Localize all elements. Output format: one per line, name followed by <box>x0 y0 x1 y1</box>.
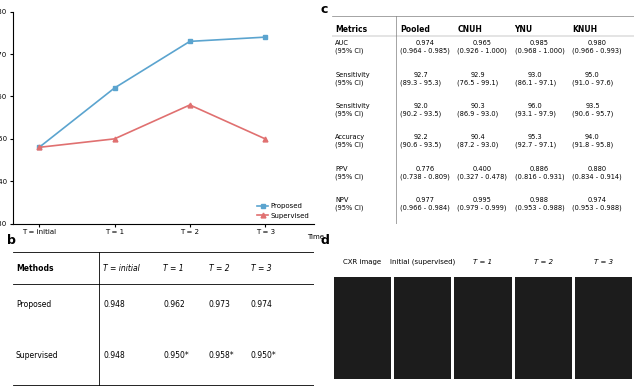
Text: T = 2: T = 2 <box>209 264 229 273</box>
Bar <box>394 277 451 379</box>
Text: 90.4
(87.2 - 93.0): 90.4 (87.2 - 93.0) <box>458 135 499 149</box>
Text: 94.0
(91.8 - 95.8): 94.0 (91.8 - 95.8) <box>572 135 613 149</box>
Bar <box>515 277 572 379</box>
Supervised <box>261 136 269 141</box>
Text: KNUH: KNUH <box>572 25 597 34</box>
Text: 0.965
(0.926 - 1.000): 0.965 (0.926 - 1.000) <box>458 40 507 54</box>
Text: 93.5
(90.6 - 95.7): 93.5 (90.6 - 95.7) <box>572 103 613 117</box>
Bar <box>575 277 632 379</box>
Text: AUC
(95% CI): AUC (95% CI) <box>335 40 364 54</box>
Line: Proposed: Proposed <box>36 35 268 150</box>
Text: 0.948: 0.948 <box>103 300 125 308</box>
Text: 0.400
(0.327 - 0.478): 0.400 (0.327 - 0.478) <box>458 166 508 180</box>
Text: T = 3: T = 3 <box>594 259 613 265</box>
Text: 0.958*: 0.958* <box>209 351 234 360</box>
Text: Proposed: Proposed <box>16 300 51 308</box>
Text: 90.3
(86.9 - 93.0): 90.3 (86.9 - 93.0) <box>458 103 499 117</box>
Supervised <box>111 136 118 141</box>
Text: 92.0
(90.2 - 93.5): 92.0 (90.2 - 93.5) <box>400 103 442 117</box>
Text: CXR image: CXR image <box>343 259 381 265</box>
Text: 0.973: 0.973 <box>209 300 230 308</box>
Text: T = 1: T = 1 <box>474 259 493 265</box>
Text: NPV
(95% CI): NPV (95% CI) <box>335 197 364 211</box>
Text: c: c <box>320 3 328 16</box>
Proposed <box>111 86 118 90</box>
Proposed <box>261 35 269 39</box>
Text: 0.950*: 0.950* <box>251 351 276 360</box>
Text: CNUH: CNUH <box>458 25 482 34</box>
Text: Sensitivity
(95% CI): Sensitivity (95% CI) <box>335 103 370 117</box>
Text: 0.974
(0.953 - 0.988): 0.974 (0.953 - 0.988) <box>572 197 621 211</box>
Text: 0.962: 0.962 <box>163 300 185 308</box>
Text: 0.948: 0.948 <box>103 351 125 360</box>
Proposed <box>186 39 194 44</box>
Legend: Proposed, Supervised: Proposed, Supervised <box>256 202 310 220</box>
Text: 92.2
(90.6 - 93.5): 92.2 (90.6 - 93.5) <box>400 135 442 149</box>
Text: 0.995
(0.979 - 0.999): 0.995 (0.979 - 0.999) <box>458 197 507 211</box>
Text: T = 2: T = 2 <box>534 259 553 265</box>
Bar <box>333 277 391 379</box>
Text: 93.0
(86.1 - 97.1): 93.0 (86.1 - 97.1) <box>515 72 556 86</box>
Text: 0.980
(0.966 - 0.993): 0.980 (0.966 - 0.993) <box>572 40 621 54</box>
Text: b: b <box>7 234 15 246</box>
Text: 95.0
(91.0 - 97.6): 95.0 (91.0 - 97.6) <box>572 72 613 86</box>
Text: Accuracy
(95% CI): Accuracy (95% CI) <box>335 135 365 149</box>
Text: 0.886
(0.816 - 0.931): 0.886 (0.816 - 0.931) <box>515 166 564 180</box>
Text: Initial (supervised): Initial (supervised) <box>390 259 455 265</box>
Text: T = 3: T = 3 <box>251 264 271 273</box>
Text: 95.3
(92.7 - 97.1): 95.3 (92.7 - 97.1) <box>515 135 556 149</box>
Text: 0.974: 0.974 <box>251 300 273 308</box>
Text: Sensitivity
(95% CI): Sensitivity (95% CI) <box>335 72 370 86</box>
Text: 0.977
(0.966 - 0.984): 0.977 (0.966 - 0.984) <box>400 197 450 211</box>
Text: 92.7
(89.3 - 95.3): 92.7 (89.3 - 95.3) <box>400 72 441 86</box>
Text: 0.776
(0.738 - 0.809): 0.776 (0.738 - 0.809) <box>400 166 450 180</box>
Text: 96.0
(93.1 - 97.9): 96.0 (93.1 - 97.9) <box>515 103 556 117</box>
Text: 0.880
(0.834 - 0.914): 0.880 (0.834 - 0.914) <box>572 166 621 180</box>
Text: d: d <box>320 234 329 246</box>
Text: T = 1: T = 1 <box>163 264 184 273</box>
Bar <box>454 277 511 379</box>
Text: 0.985
(0.968 - 1.000): 0.985 (0.968 - 1.000) <box>515 40 564 54</box>
Supervised <box>186 103 194 107</box>
Supervised <box>35 145 43 150</box>
Text: Time: Time <box>307 234 324 240</box>
Text: Supervised: Supervised <box>16 351 58 360</box>
Text: 0.988
(0.953 - 0.988): 0.988 (0.953 - 0.988) <box>515 197 564 211</box>
Text: 0.974
(0.964 - 0.985): 0.974 (0.964 - 0.985) <box>400 40 450 54</box>
Text: 0.950*: 0.950* <box>163 351 189 360</box>
Text: 92.9
(76.5 - 99.1): 92.9 (76.5 - 99.1) <box>458 72 499 86</box>
Text: PPV
(95% CI): PPV (95% CI) <box>335 166 364 180</box>
Line: Supervised: Supervised <box>36 103 268 150</box>
Text: Methods: Methods <box>16 264 53 273</box>
Text: Pooled: Pooled <box>400 25 430 34</box>
Text: YNU: YNU <box>515 25 532 34</box>
Text: Metrics: Metrics <box>335 25 367 34</box>
Proposed <box>35 145 43 150</box>
Text: T = initial: T = initial <box>103 264 140 273</box>
